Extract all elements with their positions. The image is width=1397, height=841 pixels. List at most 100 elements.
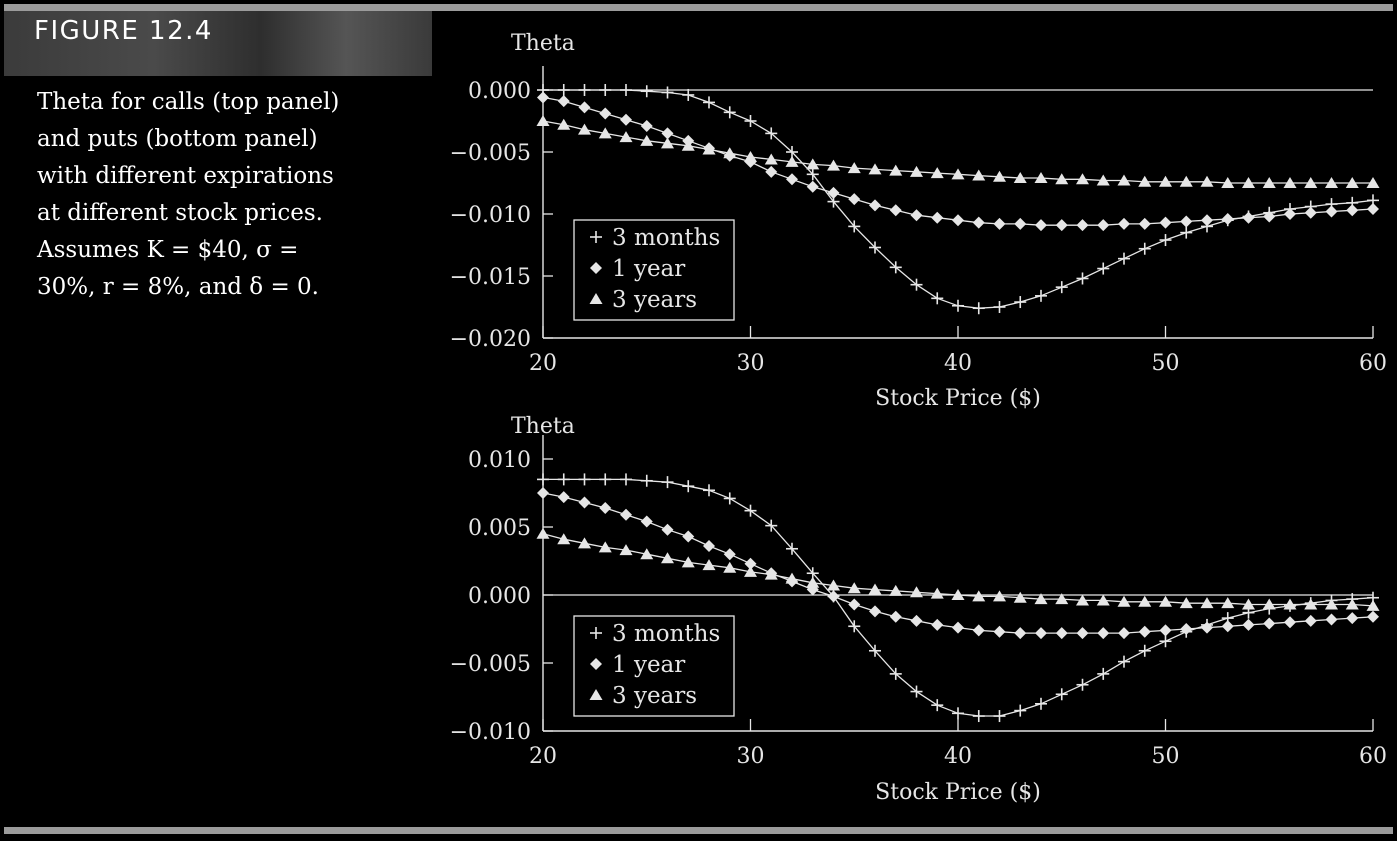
data-point <box>557 118 571 130</box>
data-point <box>1035 697 1047 710</box>
legend-label: 3 months <box>612 621 720 647</box>
data-point <box>620 508 632 521</box>
data-point <box>723 147 737 159</box>
data-point <box>1076 173 1089 185</box>
data-point <box>765 519 778 532</box>
bottom-rule <box>4 827 1393 834</box>
x-axis-label: Stock Price ($) <box>875 780 1041 805</box>
data-point <box>620 113 632 126</box>
data-point <box>620 473 632 486</box>
legend: 3 months 1 year 3 years <box>573 219 735 321</box>
data-point <box>1138 625 1151 638</box>
data-point <box>786 173 798 186</box>
data-point <box>681 556 695 568</box>
x-tick-label: 60 <box>1359 351 1387 376</box>
data-point <box>1014 627 1027 640</box>
legend-marker <box>590 658 602 670</box>
y-tick-label: −0.010 <box>450 720 531 745</box>
data-point <box>827 579 840 591</box>
legend-marker <box>590 231 602 243</box>
data-point <box>661 86 674 99</box>
data-point <box>931 618 944 631</box>
data-point <box>910 614 923 627</box>
data-point <box>557 95 570 108</box>
data-point <box>703 484 715 497</box>
data-point <box>1345 177 1359 188</box>
data-point <box>869 644 881 657</box>
data-point <box>619 131 633 143</box>
data-point <box>1304 598 1318 610</box>
data-point <box>598 127 612 139</box>
data-point <box>578 537 591 549</box>
legend-label: 3 months <box>612 225 720 251</box>
data-point <box>640 548 654 560</box>
data-point <box>1221 177 1235 188</box>
data-point <box>536 115 550 126</box>
data-point <box>1304 177 1318 188</box>
data-point <box>1055 593 1069 605</box>
data-point <box>1284 616 1296 629</box>
data-point <box>993 710 1006 723</box>
legend-label: 3 years <box>612 287 697 313</box>
data-point <box>578 473 591 486</box>
data-point <box>1283 177 1297 188</box>
data-point <box>1159 234 1172 247</box>
data-point <box>1055 627 1068 640</box>
data-point <box>640 474 653 487</box>
data-point <box>1367 610 1379 623</box>
series-line <box>542 96 1374 226</box>
data-point <box>993 217 1006 230</box>
data-point <box>952 214 964 227</box>
data-point <box>1055 173 1069 185</box>
data-point <box>993 301 1006 313</box>
data-point <box>1179 175 1193 187</box>
legend-marker <box>589 293 603 304</box>
data-point <box>869 241 881 254</box>
data-point <box>910 685 923 698</box>
x-tick-label: 40 <box>944 744 972 769</box>
data-point <box>682 88 695 101</box>
data-point <box>1200 175 1214 187</box>
x-tick-label: 50 <box>1152 744 1180 769</box>
legend-label: 1 year <box>612 652 685 678</box>
data-point <box>1055 281 1068 294</box>
data-point <box>1325 613 1338 626</box>
data-point <box>910 165 923 177</box>
data-point <box>1138 242 1151 255</box>
data-point <box>661 523 674 536</box>
data-point <box>889 584 903 596</box>
data-point <box>619 544 633 556</box>
data-point <box>868 583 882 595</box>
data-point <box>1304 206 1317 219</box>
data-point <box>578 496 591 509</box>
y-tick-label: 0.000 <box>468 584 531 609</box>
data-point <box>1159 595 1172 607</box>
y-tick-label: −0.010 <box>450 203 531 228</box>
data-point <box>744 115 757 127</box>
caption-line: Assumes K = $40, σ = <box>37 237 299 263</box>
y-tick-label: 0.000 <box>468 79 531 104</box>
data-point <box>661 552 674 564</box>
data-point <box>537 487 549 499</box>
data-point <box>1035 219 1047 232</box>
series-3-years <box>536 527 1380 611</box>
data-point <box>952 299 964 312</box>
y-tick-label: −0.020 <box>450 327 531 352</box>
series-3-years <box>536 115 1380 188</box>
data-point <box>1346 204 1359 217</box>
data-point <box>1325 205 1338 218</box>
data-point <box>1180 215 1193 228</box>
data-point <box>661 137 674 149</box>
data-point <box>765 127 778 140</box>
data-point <box>847 162 861 174</box>
data-point <box>930 167 944 179</box>
data-point <box>1221 212 1234 225</box>
data-point <box>1159 175 1172 187</box>
data-point <box>848 220 861 233</box>
data-point <box>1346 612 1359 625</box>
data-point <box>1159 624 1172 637</box>
data-point <box>993 625 1006 638</box>
data-point <box>931 211 944 224</box>
data-point <box>557 84 570 96</box>
